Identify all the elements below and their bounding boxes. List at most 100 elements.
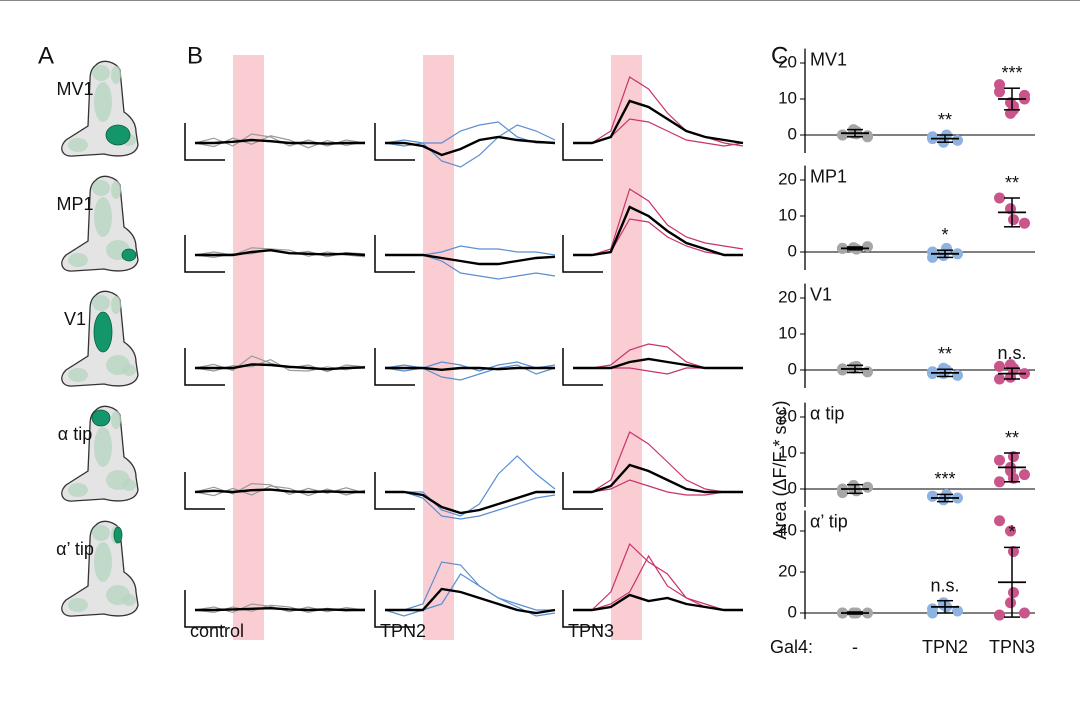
panel-label: C [771, 42, 788, 69]
data-dot [862, 366, 873, 378]
data-dot [994, 79, 1005, 91]
scale-bar [562, 348, 603, 386]
y-tick-label: 20 [778, 406, 797, 425]
scale-bar [562, 235, 603, 273]
significance: * [941, 225, 948, 245]
data-dot [994, 454, 1005, 466]
significance: ** [1005, 173, 1019, 193]
significance: *** [1001, 63, 1022, 83]
mean-trace [573, 205, 743, 257]
mb-schematic [61, 290, 139, 387]
trace [573, 76, 744, 147]
panel-label: A [38, 42, 54, 69]
y-tick-label: 20 [778, 287, 797, 306]
scale-bar [374, 472, 415, 510]
stimulus-band [233, 55, 264, 640]
mb-subregion [111, 181, 121, 199]
data-dot [837, 129, 848, 141]
trace [573, 431, 743, 493]
mb-subregion [94, 542, 112, 582]
trace [385, 245, 556, 256]
mb-subregion [68, 483, 88, 497]
mean-trace [195, 363, 366, 371]
y-tick-label: 10 [778, 88, 797, 107]
scale-bar [562, 123, 603, 161]
region-label: α’ tip [56, 539, 94, 559]
region-label: MP1 [56, 194, 93, 214]
scale-bar [374, 348, 415, 386]
scale-bar [374, 123, 415, 161]
data-dot [994, 192, 1005, 204]
mb-subregion [92, 65, 110, 81]
data-dot [952, 134, 963, 146]
mb-schematic [61, 60, 139, 157]
y-axis-label: Area (ΔF/F * sec) [770, 400, 790, 539]
data-dot [1019, 217, 1030, 229]
significance: n.s. [930, 575, 959, 595]
trace [385, 455, 556, 517]
data-dot [1008, 214, 1019, 226]
mb-subregion [122, 364, 136, 376]
mb-schematic [61, 405, 139, 502]
mb-subregion [92, 295, 110, 311]
y-tick-label: 0 [788, 241, 797, 260]
significance: ** [938, 344, 952, 364]
data-dot [938, 362, 949, 374]
trace [384, 364, 556, 381]
trace [573, 343, 743, 369]
trace [385, 491, 556, 520]
y-tick-label: 20 [778, 561, 797, 580]
scale-bar [562, 590, 603, 628]
mean-trace [573, 357, 743, 370]
x-tick-label: TPN3 [989, 637, 1035, 657]
data-dot [862, 241, 873, 253]
mean-trace [385, 253, 556, 266]
mb-highlight [91, 409, 111, 427]
mean-trace [195, 248, 366, 257]
mb-subregion [68, 368, 88, 382]
mb-subregion [68, 253, 88, 267]
data-dot [994, 476, 1005, 488]
scale-bar [184, 235, 225, 273]
data-dot [927, 131, 938, 143]
mb-subregion [111, 66, 121, 84]
trace [385, 561, 555, 611]
trace [573, 554, 743, 611]
x-tick-label: - [852, 637, 858, 657]
chart-title: α’ tip [810, 511, 848, 531]
mean-trace [385, 490, 555, 515]
mb-subregion [92, 180, 110, 196]
mb-subregion [122, 594, 136, 606]
data-dot [1005, 597, 1016, 609]
mb-highlight [121, 248, 137, 262]
mb-subregion [122, 479, 136, 491]
mb-subregion [111, 296, 121, 314]
mean-trace [195, 138, 365, 145]
data-dot [952, 369, 963, 381]
significance: n.s. [997, 343, 1026, 363]
mean-trace [573, 593, 743, 612]
x-prefix: Gal4: [770, 637, 813, 657]
mb-highlight [93, 311, 113, 353]
y-tick-label: 40 [778, 520, 797, 539]
mb-highlight [113, 526, 123, 544]
mb-highlight [105, 124, 131, 146]
trace [384, 124, 556, 168]
mb-subregion [94, 197, 112, 237]
trace [573, 479, 743, 496]
trace [573, 188, 744, 256]
significance: * [1008, 522, 1015, 542]
data-dot [1008, 587, 1019, 598]
significance: ** [938, 110, 952, 130]
trace [573, 542, 743, 611]
data-dot [994, 609, 1005, 621]
data-dot [1008, 546, 1019, 557]
mean-trace [195, 606, 365, 612]
chart-title: V1 [810, 284, 832, 304]
significance: ** [1005, 428, 1019, 448]
data-dot [1008, 472, 1019, 484]
mb-schematic [61, 175, 139, 272]
scale-bar [184, 348, 225, 386]
region-label: α tip [58, 424, 92, 444]
mean-trace [385, 135, 556, 157]
